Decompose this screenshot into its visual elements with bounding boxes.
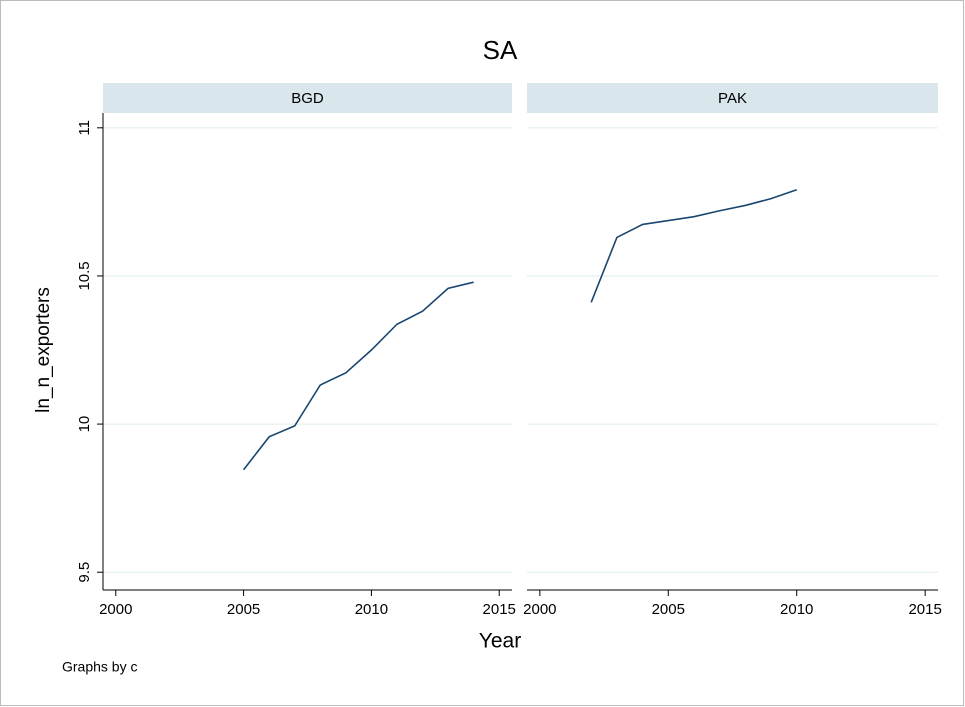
x-tick-label: 2000: [99, 601, 132, 618]
x-axis-title: Year: [479, 630, 521, 653]
y-tick-label: 10.5: [76, 261, 93, 290]
y-tick-label: 10: [76, 416, 93, 433]
x-tick-label: 2000: [523, 601, 556, 618]
x-tick-label: 2005: [227, 601, 260, 618]
y-tick-label: 9.5: [76, 562, 93, 583]
chart-title: SA: [483, 35, 518, 65]
x-tick-label: 2010: [355, 601, 388, 618]
x-tick-label: 2005: [652, 601, 685, 618]
line: [590, 188, 797, 303]
strip: [103, 83, 512, 113]
y-tick-label: 11: [76, 120, 93, 136]
x-tick-label: 2010: [780, 601, 813, 618]
y-axis-title: ln_n_exporters: [33, 287, 54, 413]
line: [242, 281, 474, 471]
panel-title: BGD: [291, 90, 324, 107]
plot-area: [103, 113, 512, 590]
strip: [527, 83, 938, 113]
panel-title: PAK: [718, 90, 747, 107]
note: Graphs by c: [62, 659, 137, 675]
plot-area: [527, 113, 938, 590]
x-tick-label: 2015: [483, 601, 516, 618]
x-tick-label: 2015: [908, 601, 941, 618]
